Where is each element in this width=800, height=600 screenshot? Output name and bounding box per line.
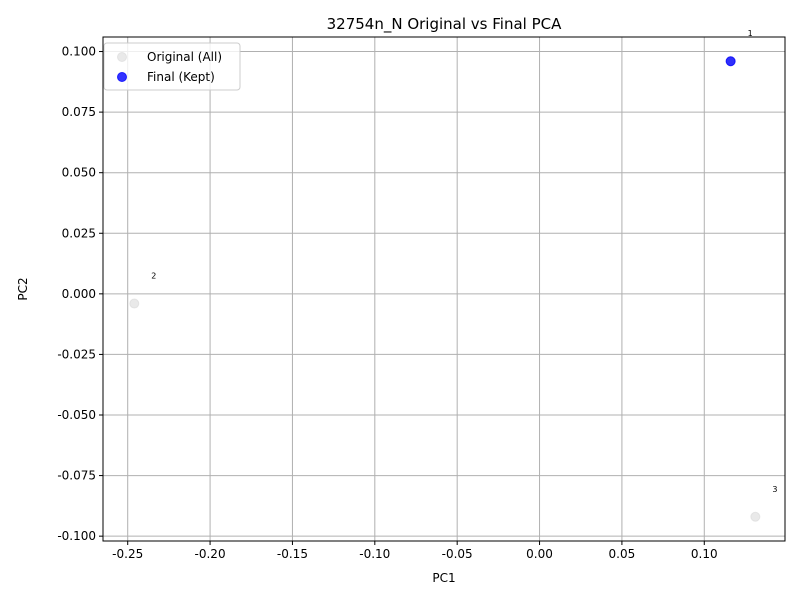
x-tick-label: -0.05 (442, 547, 473, 561)
legend-marker-final (117, 72, 127, 82)
y-tick-label: 0.000 (62, 287, 96, 301)
x-tick-label: 0.00 (526, 547, 553, 561)
y-tick-label: 0.025 (62, 226, 96, 240)
data-points (129, 56, 761, 522)
plot-area-frame (102, 36, 786, 542)
point-annotation: 3 (772, 485, 777, 494)
x-tick-label: -0.10 (359, 547, 390, 561)
y-tick-label: -0.025 (57, 347, 96, 361)
x-tick-label: 0.10 (691, 547, 718, 561)
legend-box (103, 42, 241, 91)
x-axis-ticks: -0.25 -0.20 -0.15 -0.10 -0.05 0.00 0.05 0.10 (112, 541, 718, 561)
data-point-original (129, 298, 140, 309)
x-tick-label: -0.20 (195, 547, 226, 561)
legend-label-original: Original (All) (147, 50, 222, 64)
point-annotation: 2 (151, 272, 156, 281)
y-axis-label: PC2 (16, 277, 30, 300)
legend: Original (All) Final (Kept) (103, 42, 241, 91)
y-tick-label: 0.075 (62, 105, 96, 119)
x-tick-label: -0.25 (112, 547, 143, 561)
y-tick-label: -0.100 (57, 529, 96, 543)
grid (103, 37, 785, 541)
x-axis-label: PC1 (432, 571, 455, 585)
legend-marker-original (117, 52, 127, 62)
data-point-final (725, 56, 736, 67)
x-tick-label: 0.05 (609, 547, 636, 561)
point-annotations: 1 2 3 (151, 29, 777, 494)
y-tick-label: -0.075 (57, 469, 96, 483)
y-axis-ticks: -0.100 -0.075 -0.050 -0.025 0.000 0.025 0.050 0… (57, 45, 103, 543)
data-point-original (750, 511, 761, 522)
chart-title: 32754n_N Original vs Final PCA (327, 15, 562, 34)
y-tick-label: 0.050 (62, 166, 96, 180)
point-annotation: 1 (748, 29, 753, 38)
x-tick-label: -0.15 (277, 547, 308, 561)
y-tick-label: -0.050 (57, 408, 96, 422)
y-tick-label: 0.100 (62, 45, 96, 59)
legend-label-final: Final (Kept) (147, 70, 215, 84)
